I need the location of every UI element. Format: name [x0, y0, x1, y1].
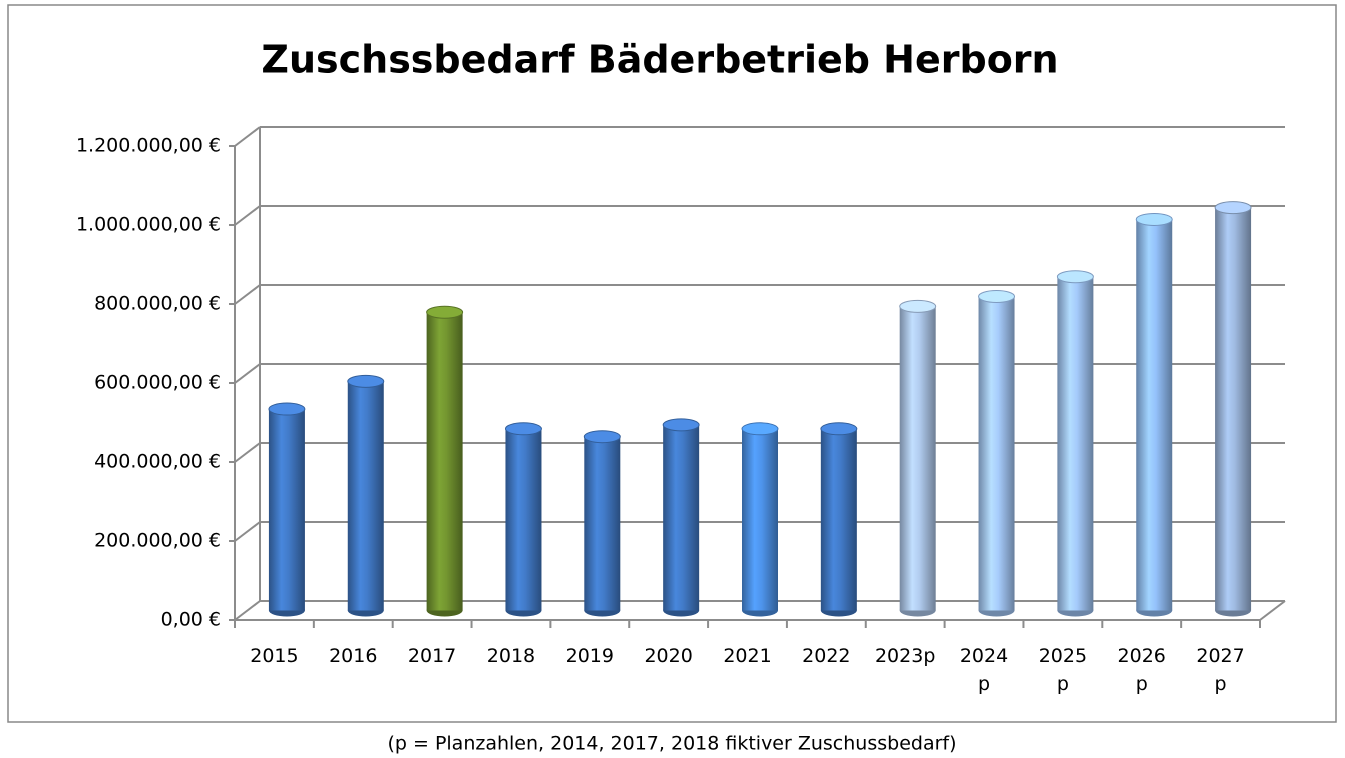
bar	[426, 312, 463, 611]
bar	[820, 428, 857, 611]
bar-cap	[504, 422, 542, 436]
bar-cap	[426, 305, 464, 319]
bar-cap	[662, 418, 700, 432]
bar-cap	[741, 422, 779, 436]
x-tick-label: 2022	[802, 645, 851, 667]
y-tick-label: 400.000,00 €	[94, 451, 221, 473]
bar-cap	[347, 374, 385, 388]
grid-line	[234, 600, 261, 621]
bar	[742, 428, 778, 611]
grid-line	[234, 126, 261, 147]
bar	[347, 381, 384, 611]
grid-line	[234, 205, 261, 226]
bar	[505, 428, 542, 611]
bar-cap	[268, 402, 306, 416]
y-tick-label: 0,00 €	[161, 609, 221, 631]
bar	[1136, 219, 1173, 611]
x-tick-label: 2018	[486, 645, 536, 667]
bar	[1215, 207, 1252, 611]
x-tick-label: 2025 p	[1038, 645, 1088, 695]
y-tick-label: 1.200.000,00 €	[76, 135, 221, 157]
bar-cap	[978, 289, 1016, 303]
x-tick-label: 2024 p	[959, 645, 1009, 695]
grid-line	[234, 363, 261, 384]
bar	[978, 296, 1015, 611]
bar-cap	[899, 299, 937, 313]
x-tick-label: 2019	[565, 645, 614, 667]
chart-title: Zuschssbedarf Bäderbetrieb Herborn	[261, 38, 1058, 82]
x-tick-label: 2026 p	[1117, 645, 1166, 695]
bar	[663, 424, 700, 611]
y-tick-label: 200.000,00 €	[94, 530, 221, 552]
grid-line	[234, 442, 261, 463]
floor-side	[1259, 600, 1286, 621]
bar-cap	[1135, 212, 1173, 226]
x-tick-label: 2023p	[874, 645, 936, 667]
x-tick-label: 2015	[250, 645, 299, 667]
x-tick-label: 2027 p	[1196, 645, 1245, 695]
x-tick-label: 2021	[723, 645, 772, 667]
bar	[899, 306, 936, 611]
bar	[584, 436, 621, 611]
bar	[1057, 276, 1094, 611]
bar-cap	[820, 422, 858, 436]
grid-line	[234, 521, 261, 542]
caption: (p = Planzahlen, 2014, 2017, 2018 fiktiv…	[387, 733, 956, 755]
bar-cap	[1056, 270, 1094, 284]
y-tick-label: 600.000,00 €	[94, 372, 221, 394]
bar-cap	[1214, 201, 1252, 215]
bar-cap	[583, 430, 621, 444]
x-tick-label: 2017	[407, 645, 457, 667]
bar	[268, 409, 305, 611]
y-tick-label: 800.000,00 €	[94, 293, 221, 315]
y-tick-label: 1.000.000,00 €	[76, 214, 221, 236]
x-tick-label: 2016	[329, 645, 378, 667]
grid-line	[234, 284, 261, 305]
x-tick-label: 2020	[644, 645, 693, 667]
